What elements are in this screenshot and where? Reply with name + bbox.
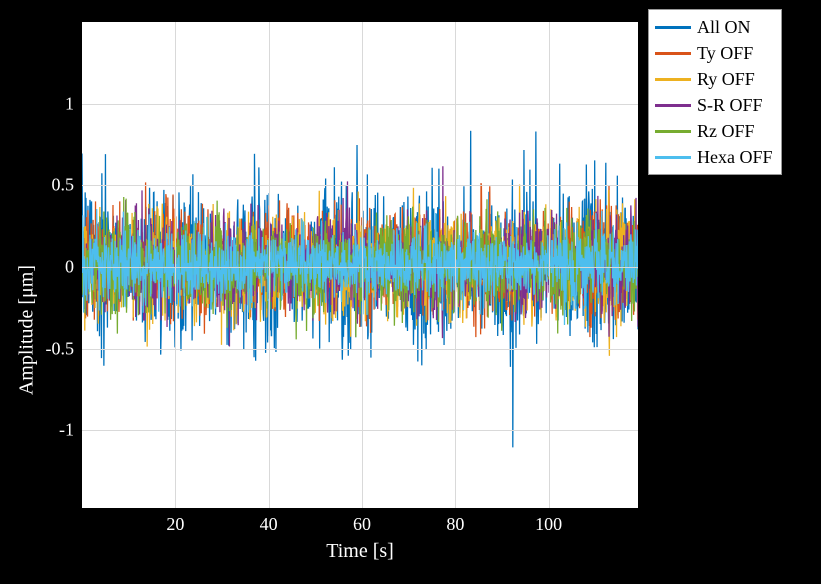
grid-line-vertical <box>269 22 270 508</box>
y-tick-label: -0.5 <box>46 338 75 359</box>
y-tick-label: 0 <box>65 257 74 278</box>
legend-label: Rz OFF <box>697 121 755 142</box>
legend-swatch <box>655 52 691 55</box>
legend-item: Rz OFF <box>655 118 773 144</box>
legend-item: S-R OFF <box>655 92 773 118</box>
grid-line-horizontal <box>82 349 638 350</box>
x-axis-label: Time [s] <box>326 540 394 563</box>
legend-item: Hexa OFF <box>655 144 773 170</box>
grid-line-horizontal <box>82 430 638 431</box>
legend-item: Ty OFF <box>655 40 773 66</box>
grid-line-horizontal <box>82 185 638 186</box>
legend-swatch <box>655 130 691 133</box>
legend-label: S-R OFF <box>697 95 763 116</box>
legend-swatch <box>655 26 691 29</box>
chart-svg <box>82 22 638 508</box>
y-tick-label: 1 <box>65 93 74 114</box>
y-tick-label: -1 <box>59 420 74 441</box>
grid-line-vertical <box>362 22 363 508</box>
x-tick-label: 40 <box>260 514 278 535</box>
grid-line-vertical <box>175 22 176 508</box>
grid-line-vertical <box>455 22 456 508</box>
x-tick-label: 100 <box>535 514 562 535</box>
legend-label: All ON <box>697 17 751 38</box>
grid-line-horizontal <box>82 104 638 105</box>
grid-line-horizontal <box>82 267 638 268</box>
x-tick-label: 60 <box>353 514 371 535</box>
y-axis-label: Amplitude [μm] <box>16 265 39 395</box>
legend-item: All ON <box>655 14 773 40</box>
grid-line-vertical <box>549 22 550 508</box>
chart-legend: All ON Ty OFF Ry OFF S-R OFF Rz OFF Hexa OFF <box>648 9 782 175</box>
legend-swatch <box>655 78 691 81</box>
y-tick-label: 0.5 <box>52 175 75 196</box>
legend-swatch <box>655 156 691 159</box>
x-tick-label: 20 <box>166 514 184 535</box>
x-tick-label: 80 <box>446 514 464 535</box>
legend-swatch <box>655 104 691 107</box>
chart-plot-area: Time [s] Amplitude [μm] 20406080100-1-0.… <box>80 20 640 510</box>
legend-label: Ty OFF <box>697 43 753 64</box>
legend-item: Ry OFF <box>655 66 773 92</box>
legend-label: Hexa OFF <box>697 147 773 168</box>
legend-label: Ry OFF <box>697 69 755 90</box>
